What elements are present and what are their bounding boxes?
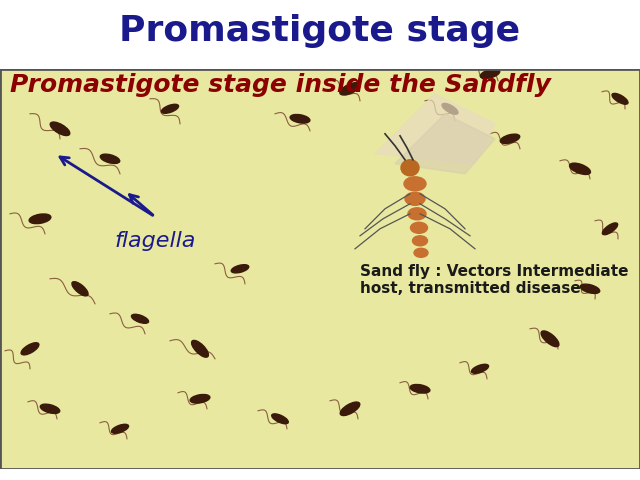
Ellipse shape xyxy=(272,414,288,424)
Ellipse shape xyxy=(50,122,70,135)
Ellipse shape xyxy=(100,154,120,164)
Ellipse shape xyxy=(131,314,148,324)
Ellipse shape xyxy=(401,160,419,176)
Ellipse shape xyxy=(340,83,360,95)
Ellipse shape xyxy=(570,163,591,174)
Ellipse shape xyxy=(500,134,520,144)
Ellipse shape xyxy=(231,264,249,273)
Ellipse shape xyxy=(413,236,428,246)
Ellipse shape xyxy=(580,284,600,293)
Ellipse shape xyxy=(472,364,488,373)
Ellipse shape xyxy=(408,208,426,220)
Ellipse shape xyxy=(442,103,458,114)
Ellipse shape xyxy=(414,248,428,257)
Ellipse shape xyxy=(29,214,51,224)
Ellipse shape xyxy=(480,69,500,78)
Ellipse shape xyxy=(191,340,209,357)
Ellipse shape xyxy=(602,223,618,235)
Text: Promastigote stage inside the Sandfly: Promastigote stage inside the Sandfly xyxy=(10,73,551,97)
Ellipse shape xyxy=(410,384,430,393)
Ellipse shape xyxy=(40,404,60,413)
Polygon shape xyxy=(395,114,495,174)
Ellipse shape xyxy=(161,104,179,113)
Ellipse shape xyxy=(72,282,88,296)
Ellipse shape xyxy=(290,115,310,123)
Ellipse shape xyxy=(340,402,360,416)
Ellipse shape xyxy=(21,343,39,355)
Ellipse shape xyxy=(111,424,129,433)
Ellipse shape xyxy=(410,222,428,233)
Ellipse shape xyxy=(541,331,559,347)
Polygon shape xyxy=(375,94,495,164)
Ellipse shape xyxy=(190,395,210,403)
Ellipse shape xyxy=(612,94,628,104)
Ellipse shape xyxy=(405,192,425,205)
Text: Promastigote stage: Promastigote stage xyxy=(120,14,520,48)
Text: Sand fly : Vectors Intermediate
host, transmitted disease: Sand fly : Vectors Intermediate host, tr… xyxy=(360,264,628,296)
Text: flagella: flagella xyxy=(115,231,196,251)
Ellipse shape xyxy=(404,177,426,191)
